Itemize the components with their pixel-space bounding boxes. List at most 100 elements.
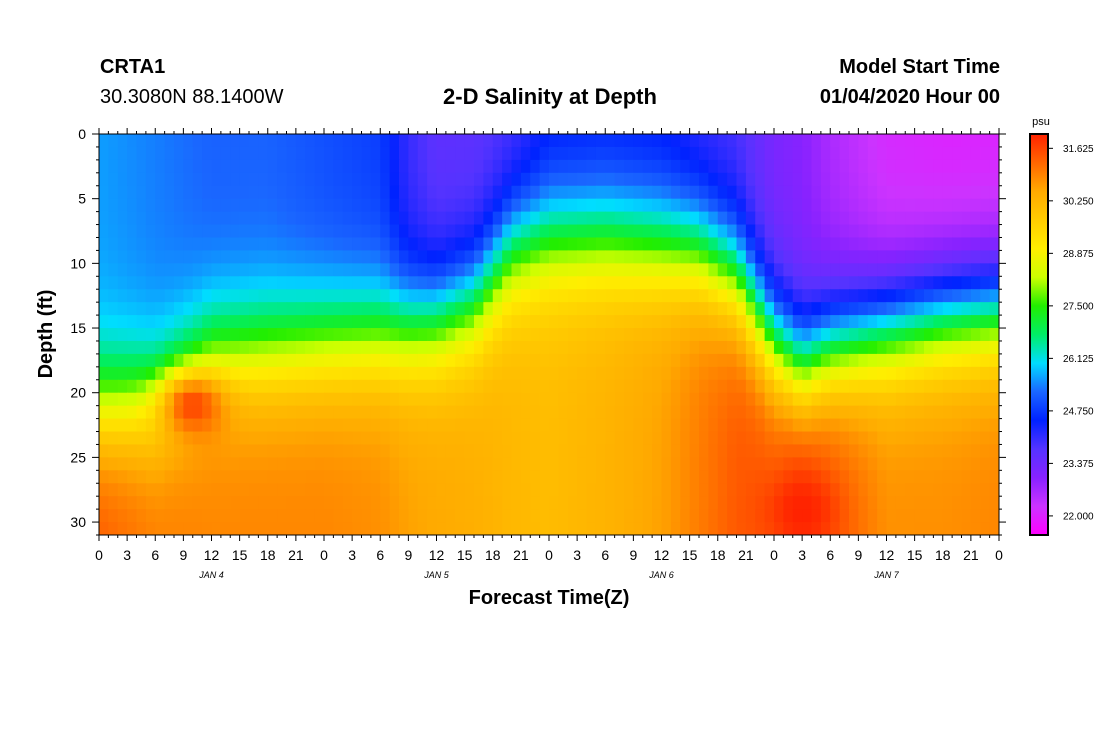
heatmap-cell [342,444,353,458]
heatmap-cell [858,509,869,523]
heatmap-cell [174,431,184,446]
heatmap-cell [324,172,334,187]
heatmap-cell [220,418,231,433]
heatmap-cell [127,224,138,239]
heatmap-cell [661,276,672,290]
heatmap-cell [849,289,859,303]
heatmap-cell [577,457,588,471]
heatmap-cell [924,302,934,316]
heatmap-cell [614,366,625,381]
heatmap-cell [211,366,222,381]
heatmap-cell [483,224,494,239]
heatmap-cell [239,276,250,290]
heatmap-cell [380,457,391,471]
heatmap-cell [727,159,738,174]
heatmap-cell [783,250,794,264]
heatmap-cell [502,405,513,420]
heatmap-cell [155,522,166,535]
heatmap-cell [914,263,925,277]
heatmap-cell [361,146,372,161]
heatmap-cell [774,134,784,148]
heatmap-cell [99,185,109,200]
heatmap-cell [614,302,625,316]
heatmap-cell [624,328,634,342]
heatmap-cell [689,134,700,148]
heatmap-cell [708,224,719,239]
x-tick-label: 15 [907,547,923,563]
heatmap-cell [745,392,756,407]
heatmap-cell [895,366,906,381]
heatmap-cell [230,353,241,368]
heatmap-cell [483,444,494,458]
heatmap-cell [567,198,578,213]
heatmap-cell [417,302,428,316]
heatmap-cell [277,509,288,523]
heatmap-cell [511,237,522,252]
heatmap-cell [942,509,953,523]
heatmap-cell [877,250,888,264]
heatmap-cell [277,483,288,497]
heatmap-cell [961,315,972,329]
heatmap-cell [867,315,878,329]
heatmap-cell [164,522,175,535]
heatmap-cell [680,522,691,535]
heatmap-cell [567,250,578,264]
heatmap-cell [370,315,381,329]
heatmap-cell [764,509,775,523]
heatmap-cell [239,172,250,187]
heatmap-cell [258,418,269,433]
heatmap-cell [474,250,484,264]
heatmap-cell [877,509,888,523]
heatmap-cell [586,353,597,368]
heatmap-cell [305,418,316,433]
heatmap-cell [942,198,953,213]
heatmap-cell [980,237,991,252]
heatmap-cell [539,263,550,277]
heatmap-cell [839,211,850,226]
heatmap-cell [183,250,194,264]
heatmap-cell [408,496,419,510]
heatmap-cell [333,250,344,264]
heatmap-cell [933,444,944,458]
heatmap-cell [942,522,953,535]
heatmap-cell [745,509,756,523]
heatmap-cell [708,353,719,368]
heatmap-cell [389,522,400,535]
heatmap-cell [736,340,747,355]
heatmap-cell [783,522,794,535]
heatmap-cell [230,250,241,264]
heatmap-cell [830,276,841,290]
heatmap-cell [689,159,700,174]
heatmap-cell [783,496,794,510]
heatmap-cell [380,431,391,446]
heatmap-cell [145,211,156,226]
heatmap-cell [99,328,109,342]
heatmap-cell [127,276,138,290]
heatmap-cell [942,237,953,252]
heatmap-cell [352,366,363,381]
heatmap-cell [839,483,850,497]
heatmap-cell [670,340,681,355]
heatmap-cell [549,405,559,420]
heatmap-cell [220,392,231,407]
heatmap-cell [886,470,897,484]
heatmap-cell [605,340,616,355]
heatmap-cell [286,392,297,407]
heatmap-cell [961,392,972,407]
heatmap-cell [211,289,222,303]
heatmap-cell [764,431,775,446]
heatmap-cell [305,366,316,381]
heatmap-cell [192,172,203,187]
heatmap-cell [474,522,484,535]
heatmap-cell [708,509,719,523]
heatmap-cell [586,185,597,200]
heatmap-cell [792,418,803,433]
heatmap-cell [183,159,194,174]
heatmap-cell [117,237,128,252]
heatmap-cell [549,522,559,535]
heatmap-cell [952,250,963,264]
heatmap-cell [277,366,288,381]
heatmap-cell [970,185,981,200]
heatmap-cell [895,185,906,200]
heatmap-cell [933,211,944,226]
